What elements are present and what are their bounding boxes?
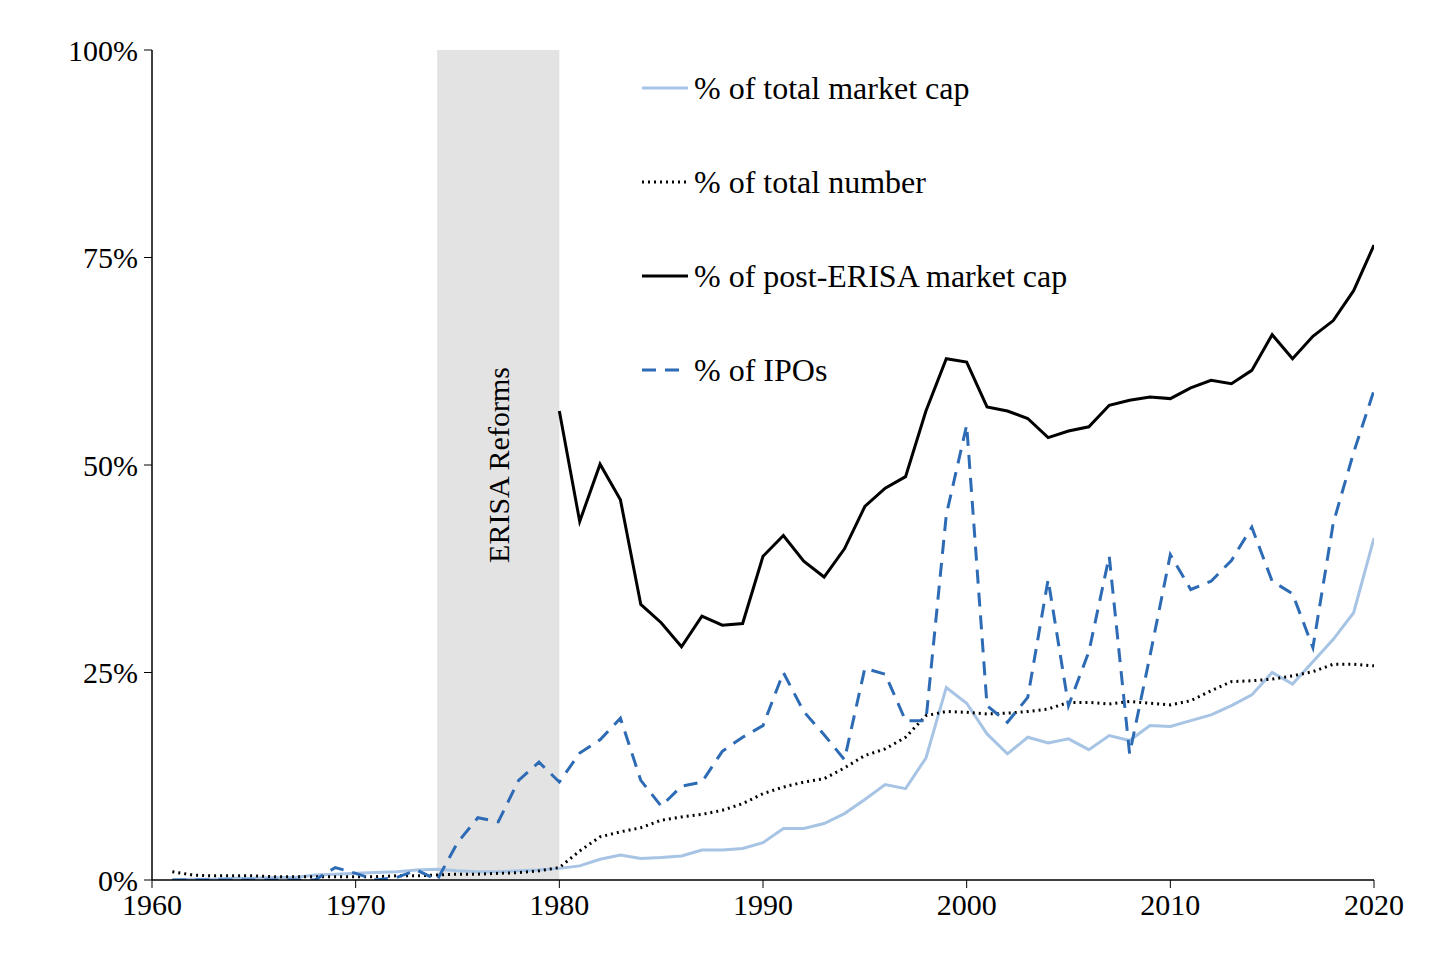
svg-text:25%: 25% — [83, 656, 138, 689]
html-text:% of post-ERISA market cap: % of post-ERISA market cap — [694, 257, 1068, 294]
svg-text:0%: 0% — [98, 864, 138, 897]
html-text:% of total market cap: % of total market cap — [694, 69, 970, 106]
svg-text:50%: 50% — [83, 449, 138, 482]
svg-text:ERISA Reforms: ERISA Reforms — [482, 367, 515, 563]
svg-text:2000: 2000 — [937, 888, 997, 921]
svg-text:100%: 100% — [68, 34, 138, 67]
svg-text:1990: 1990 — [733, 888, 793, 921]
svg-text:2010: 2010 — [1140, 888, 1200, 921]
svg-text:1960: 1960 — [122, 888, 182, 922]
svg-text:1980: 1980 — [529, 888, 589, 921]
html-text:% of IPOs: % of IPOs — [694, 351, 828, 388]
svg-text:75%: 75% — [83, 241, 138, 274]
svg-text:2020: 2020 — [1344, 888, 1404, 921]
html-text:% of total number: % of total number — [694, 163, 926, 200]
svg-text:1970: 1970 — [326, 888, 386, 921]
